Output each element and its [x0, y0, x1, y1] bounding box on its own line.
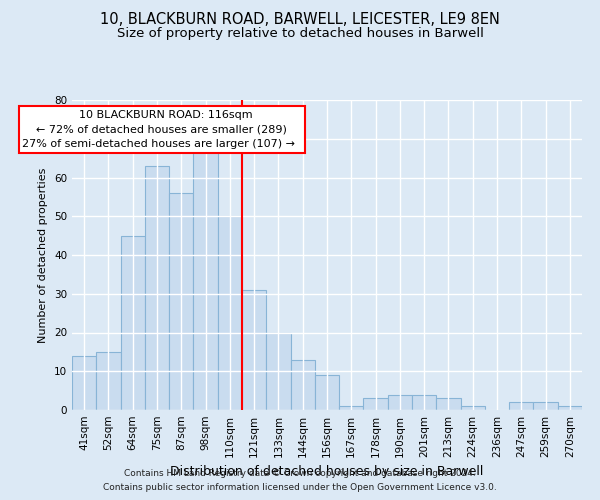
Bar: [339, 406, 364, 410]
Text: 10, BLACKBURN ROAD, BARWELL, LEICESTER, LE9 8EN: 10, BLACKBURN ROAD, BARWELL, LEICESTER, …: [100, 12, 500, 28]
Bar: [169, 193, 193, 410]
Text: 10 BLACKBURN ROAD: 116sqm
← 72% of detached houses are smaller (289)
27% of semi: 10 BLACKBURN ROAD: 116sqm ← 72% of detac…: [22, 110, 302, 150]
Bar: [533, 402, 558, 410]
Bar: [242, 290, 266, 410]
Bar: [290, 360, 315, 410]
Bar: [218, 216, 242, 410]
Text: Contains HM Land Registry data © Crown copyright and database right 2024.: Contains HM Land Registry data © Crown c…: [124, 468, 476, 477]
X-axis label: Distribution of detached houses by size in Barwell: Distribution of detached houses by size …: [170, 466, 484, 478]
Bar: [266, 332, 290, 410]
Bar: [193, 150, 218, 410]
Bar: [509, 402, 533, 410]
Bar: [558, 406, 582, 410]
Bar: [412, 394, 436, 410]
Bar: [72, 356, 96, 410]
Bar: [145, 166, 169, 410]
Bar: [436, 398, 461, 410]
Bar: [461, 406, 485, 410]
Bar: [121, 236, 145, 410]
Bar: [96, 352, 121, 410]
Bar: [315, 375, 339, 410]
Text: Size of property relative to detached houses in Barwell: Size of property relative to detached ho…: [116, 28, 484, 40]
Bar: [388, 394, 412, 410]
Bar: [364, 398, 388, 410]
Y-axis label: Number of detached properties: Number of detached properties: [38, 168, 49, 342]
Text: Contains public sector information licensed under the Open Government Licence v3: Contains public sector information licen…: [103, 484, 497, 492]
